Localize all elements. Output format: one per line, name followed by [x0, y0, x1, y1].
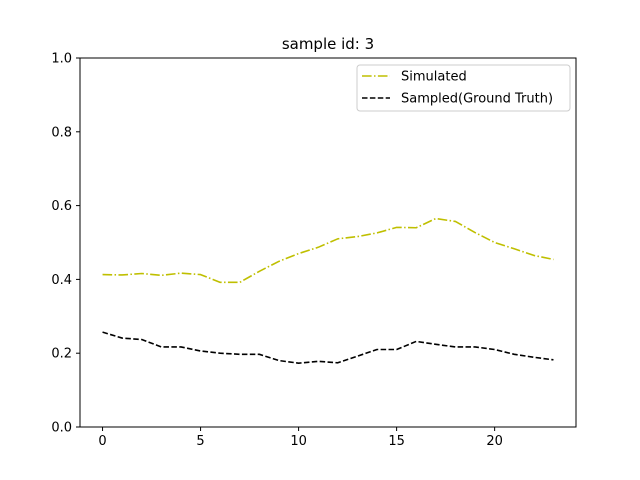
- series-line-sampled-ground-truth: [102, 331, 554, 364]
- legend-label: Simulated: [401, 70, 467, 85]
- legend: Simulated Sampled(Ground Truth): [356, 64, 571, 112]
- y-tick-label: 0.4: [51, 273, 72, 288]
- axes-layer: 0 5 10 15 20 0.0 0.2 0.4 0.6 0.8 1.0: [51, 52, 503, 450]
- legend-frame: [356, 64, 571, 112]
- x-tick-label: 15: [388, 434, 405, 449]
- x-tick-label: 20: [486, 434, 503, 449]
- x-tick-label: 10: [290, 434, 307, 449]
- x-tick-label: 5: [196, 434, 204, 449]
- legend-label: Sampled(Ground Truth): [401, 92, 553, 107]
- plot-frame: [79, 57, 577, 428]
- y-tick-label: 0.8: [51, 125, 72, 140]
- y-tick-label: 1.0: [51, 52, 72, 67]
- series-layer: [102, 217, 554, 364]
- y-tick-label: 0.6: [51, 199, 72, 214]
- series-line-simulated: [102, 217, 554, 284]
- x-tick-label: 0: [98, 434, 106, 449]
- chart-title: sample id: 3: [282, 35, 374, 53]
- y-tick-label: 0.2: [51, 347, 72, 362]
- y-tick-label: 0.0: [51, 421, 72, 436]
